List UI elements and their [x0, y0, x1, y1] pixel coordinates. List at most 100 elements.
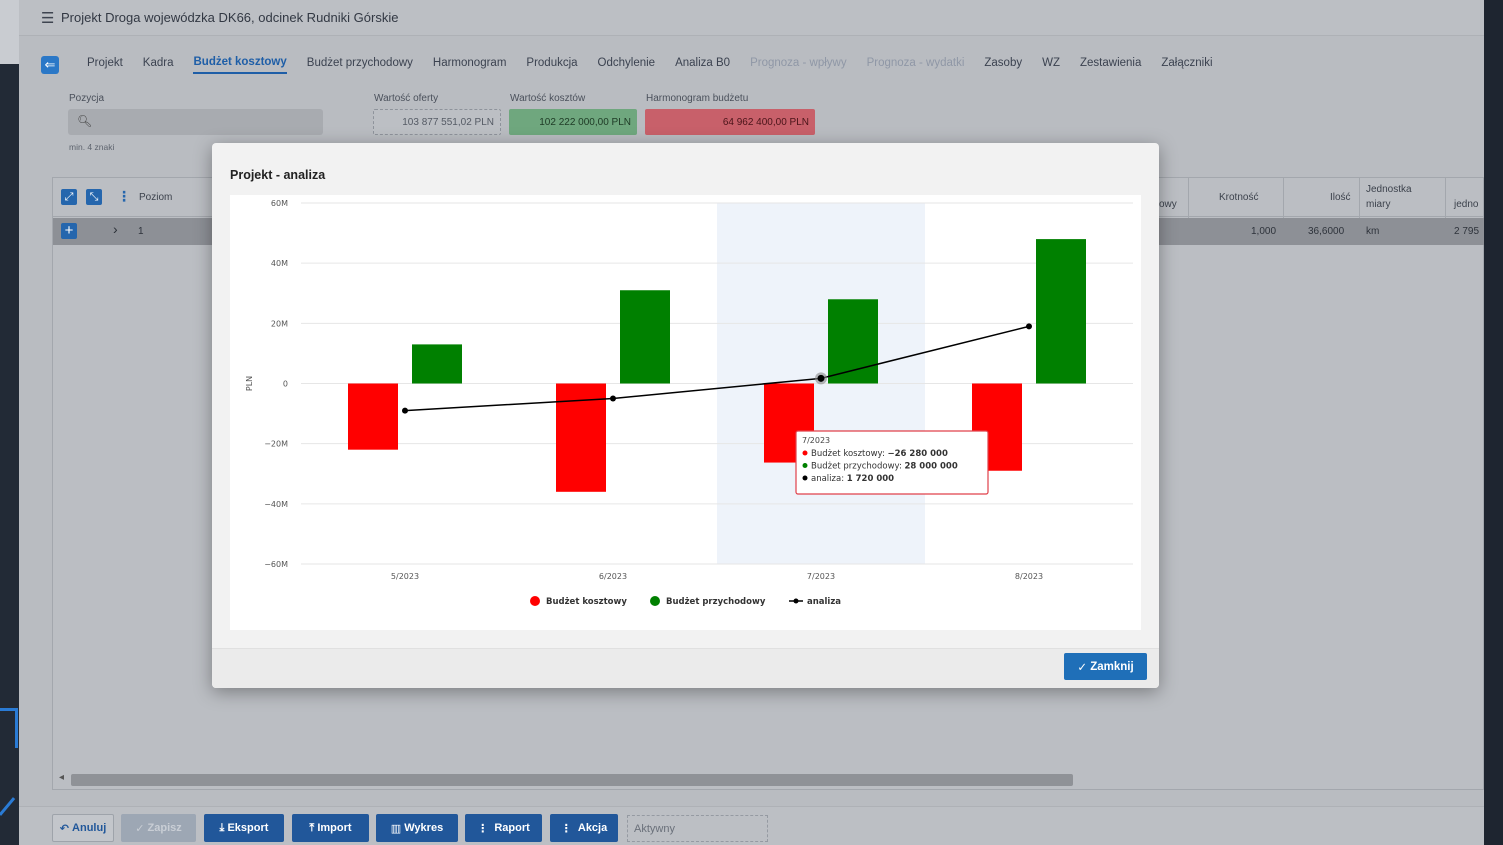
tab-prognoza-wplywy: Prognoza - wpływy	[750, 57, 847, 69]
action-label: Akcja	[577, 822, 608, 834]
cell-krotnosc: 1,000	[1251, 226, 1277, 237]
more-options-icon: ⋮	[477, 822, 495, 835]
check-icon: ✓	[1077, 661, 1091, 674]
column-krotnosc[interactable]: Krotność	[1219, 192, 1259, 203]
legend-marker-dot	[793, 598, 799, 604]
tab-odchylenie[interactable]: Odchylenie	[597, 57, 656, 69]
add-row-icon[interactable]: +	[61, 223, 77, 239]
column-divider	[1283, 178, 1284, 245]
more-options-icon[interactable]: ⋮	[117, 188, 131, 204]
tab-harmonogram[interactable]: Harmonogram	[432, 57, 507, 69]
column-divider	[1445, 178, 1446, 245]
column-divider	[1359, 178, 1360, 245]
schedule-value-field: 64 962 400,00 PLN	[645, 109, 815, 135]
chevron-right-icon[interactable]: ›	[113, 221, 118, 237]
back-arrow-icon[interactable]: ⇐	[41, 56, 59, 74]
analiza-point	[610, 395, 616, 402]
column-jednostka[interactable]: Jednostka	[1366, 184, 1412, 195]
bar-przychod	[828, 299, 878, 384]
collapse-all-icon[interactable]: ⤡	[86, 189, 102, 205]
tab-kadra[interactable]: Kadra	[142, 57, 174, 69]
offer-value-field: 103 877 551,02 PLN	[373, 109, 501, 135]
tab-zalaczniki[interactable]: Załączniki	[1161, 57, 1213, 69]
action-button[interactable]: ⋮ Akcja	[550, 814, 618, 842]
y-tick-label: 60M	[271, 199, 288, 208]
tab-budzet-kosztowy[interactable]: Budżet kosztowy	[193, 56, 287, 74]
top-bar: ☰ Projekt Droga wojewódzka DK66, odcinek…	[19, 0, 1484, 36]
analiza-point	[817, 374, 825, 382]
schedule-label: Harmonogram budżetu	[646, 93, 749, 104]
column-jedno[interactable]: jedno	[1454, 199, 1479, 210]
chart-panel: 60M 40M 20M 0 −20M −40M −60M PLN 5/2023 6/2023 7/2…	[230, 195, 1141, 630]
right-edge	[1484, 0, 1503, 845]
tooltip-line: Budżet przychodowy: 28 000 000	[811, 462, 958, 472]
import-button[interactable]: ⤒ Import	[292, 814, 369, 842]
save-label: Zapisz	[147, 822, 182, 834]
cell-jednostka: km	[1366, 226, 1380, 237]
decorative-line-icon	[0, 797, 16, 816]
x-tick-label: 8/2023	[1015, 572, 1043, 581]
chart-label: Wykres	[404, 822, 444, 834]
tooltip-marker	[802, 463, 808, 468]
report-label: Raport	[494, 822, 530, 834]
tooltip-box	[795, 430, 989, 495]
import-icon: ⤒	[309, 821, 318, 834]
close-label: Zamknij	[1090, 660, 1134, 673]
tab-budzet-przychodowy[interactable]: Budżet przychodowy	[306, 57, 413, 69]
tab-zasoby[interactable]: Zasoby	[984, 57, 1023, 69]
scrollbar-thumb[interactable]	[71, 774, 1073, 786]
chart-button[interactable]: ▥ Wykres	[376, 814, 458, 842]
decorative-bracket-icon	[0, 708, 18, 748]
export-button[interactable]: ⤓ Eksport	[204, 814, 284, 842]
tooltip-line: Budżet kosztowy: −26 280 000	[811, 449, 948, 459]
more-options-icon: ⋮	[560, 822, 578, 835]
hamburger-icon[interactable]: ☰	[41, 10, 55, 27]
search-icon: 🔍︎	[77, 114, 93, 128]
legend-label: Budżet przychodowy	[666, 597, 766, 607]
legend-label: Budżet kosztowy	[546, 597, 627, 607]
bar-chart-icon: ▥	[390, 822, 405, 835]
cell-ilosc: 36,6000	[1308, 226, 1345, 237]
analiza-point	[402, 407, 408, 414]
export-icon: ⤓	[219, 821, 228, 834]
export-label: Eksport	[227, 822, 269, 834]
analysis-chart: 60M 40M 20M 0 −20M −40M −60M PLN 5/2023 6/2023 7/2…	[245, 199, 1133, 607]
tooltip-header: 7/2023	[802, 436, 830, 445]
tab-produkcja[interactable]: Produkcja	[526, 57, 578, 69]
sidebar-top-block	[0, 0, 19, 64]
cell-poziom: 1	[138, 226, 144, 237]
x-tick-label: 7/2023	[807, 572, 835, 581]
cost-value-field: 102 222 000,00 PLN	[509, 109, 637, 135]
y-tick-label: −40M	[264, 500, 288, 509]
tab-projekt[interactable]: Projekt	[87, 57, 123, 69]
cancel-button[interactable]: ↶ Anuluj	[52, 814, 114, 842]
page-title: Projekt Droga wojewódzka DK66, odcinek R…	[61, 10, 399, 25]
tooltip-marker	[802, 475, 808, 481]
position-search-input[interactable]: 🔍︎	[68, 109, 323, 135]
tab-wz[interactable]: WZ	[1042, 57, 1060, 69]
status-field[interactable]: Aktywny	[627, 815, 768, 842]
y-tick-label: −60M	[264, 560, 288, 569]
column-poziom[interactable]: Poziom	[139, 192, 173, 203]
tab-zestawienia[interactable]: Zestawienia	[1080, 57, 1142, 69]
column-partial[interactable]: owy	[1159, 199, 1177, 210]
column-ilosc[interactable]: Ilość	[1330, 192, 1351, 203]
column-divider	[1188, 178, 1189, 245]
close-button[interactable]: ✓ Zamknij	[1064, 653, 1147, 680]
analiza-line	[404, 325, 1030, 412]
modal-footer	[212, 648, 1159, 688]
horizontal-scrollbar[interactable]: ◂	[59, 772, 1479, 786]
scroll-left-icon[interactable]: ◂	[59, 772, 65, 783]
cancel-label: Anuluj	[72, 822, 107, 834]
column-jednostka-line2: miary	[1366, 199, 1391, 210]
y-tick-label: −20M	[264, 440, 288, 449]
undo-icon: ↶	[59, 822, 73, 835]
tab-analiza-b0[interactable]: Analiza B0	[675, 57, 731, 69]
bar-przychod	[620, 290, 670, 384]
report-button[interactable]: ⋮ Raport	[465, 814, 542, 842]
x-tick-label: 6/2023	[599, 572, 627, 581]
cost-label: Wartość kosztów	[510, 93, 586, 104]
legend-marker	[530, 596, 540, 606]
expand-all-icon[interactable]: ⤢	[61, 189, 77, 205]
offer-label: Wartość oferty	[374, 93, 439, 104]
